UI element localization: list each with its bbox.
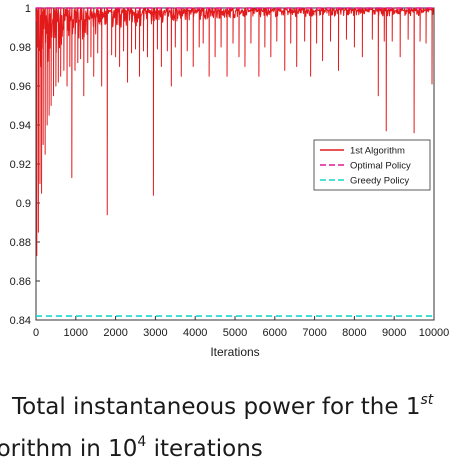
y-tick-label: 0.92	[10, 159, 31, 171]
legend: 1st Algorithm Optimal Policy Greedy Policy	[313, 139, 431, 191]
caption-line-2-prefix: gorithm in 10	[0, 436, 138, 462]
x-axis-label: Iterations	[210, 345, 259, 359]
caption-line-1-text: Total instantaneous power for the 1	[12, 394, 421, 420]
y-tick-label: 0.96	[10, 81, 31, 93]
x-tick-label: 10000	[419, 327, 450, 339]
caption-line-1-sup: st	[420, 392, 434, 408]
caption-line-2-sup: 4	[137, 434, 147, 450]
x-tick-label: 0	[33, 327, 39, 339]
x-tick-label: 7000	[302, 327, 326, 339]
axes-frame	[35, 7, 435, 321]
y-tick-label: 0.88	[10, 237, 31, 249]
y-tick-label: 1	[25, 3, 31, 15]
legend-label-0: 1st Algorithm	[350, 146, 405, 157]
caption-line-1: Total instantaneous power for the 1st	[12, 392, 433, 420]
y-tick-label: 0.9	[16, 198, 31, 210]
tick-labels: 0 1000 2000 3000 4000 5000 6000 7000 8000 9000 100…	[10, 3, 450, 339]
y-tick-label: 0.86	[10, 276, 31, 288]
x-tick-label: 9000	[382, 327, 406, 339]
caption-line-2-suffix: iterations	[146, 436, 263, 462]
x-tick-label: 8000	[342, 327, 366, 339]
series-line-0	[35, 7, 435, 257]
x-tick-label: 5000	[223, 327, 247, 339]
y-tick-label: 0.98	[10, 42, 31, 54]
x-tick-label: 2000	[103, 327, 127, 339]
x-tick-label: 3000	[143, 327, 167, 339]
x-tick-label: 6000	[263, 327, 287, 339]
caption-line-2: gorithm in 104 iterations	[0, 434, 263, 462]
legend-label-1: Optimal Policy	[350, 161, 411, 172]
y-tick-label: 0.84	[10, 315, 31, 327]
x-tick-label: 1000	[64, 327, 88, 339]
legend-label-2: Greedy Policy	[350, 176, 409, 187]
x-tick-label: 4000	[183, 327, 207, 339]
series-layer	[35, 7, 435, 317]
y-tick-label: 0.94	[10, 120, 31, 132]
